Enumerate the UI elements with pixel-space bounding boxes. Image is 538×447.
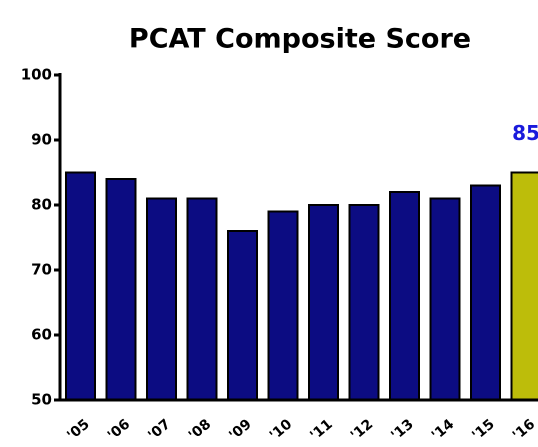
data-label: 85: [512, 121, 538, 145]
x-tick-label: '13: [388, 416, 417, 444]
bar: [227, 230, 258, 401]
x-tick-label: '14: [429, 416, 458, 444]
x-tick-label: '07: [145, 416, 174, 444]
bar: [267, 210, 299, 401]
x-tick-label: '10: [267, 416, 296, 444]
x-tick-label: '15: [469, 416, 498, 444]
bar: [105, 178, 137, 401]
y-tick-label: 60: [31, 326, 52, 344]
bar: [308, 204, 339, 401]
chart-title: PCAT Composite Score: [129, 24, 471, 55]
bar: [429, 197, 461, 401]
bar: [348, 204, 380, 401]
bar: [470, 184, 501, 401]
y-tick-label: 70: [31, 261, 52, 279]
bar: [389, 191, 420, 401]
x-tick-label: '09: [226, 416, 255, 444]
y-tick-label: 80: [31, 196, 52, 214]
x-tick-label: '05: [64, 416, 93, 444]
x-tick-label: '16: [510, 416, 538, 444]
bar: [510, 171, 538, 401]
y-tick-label: 90: [31, 131, 52, 149]
y-tick-label: 50: [31, 391, 52, 409]
y-tick-label: 100: [21, 66, 52, 84]
x-tick-label: '06: [105, 416, 134, 444]
bar: [186, 197, 218, 401]
x-tick-label: '11: [307, 416, 336, 444]
bar: [146, 197, 177, 401]
bar: [65, 171, 96, 401]
x-tick-label: '12: [348, 416, 377, 444]
x-tick-label: '08: [186, 416, 215, 444]
